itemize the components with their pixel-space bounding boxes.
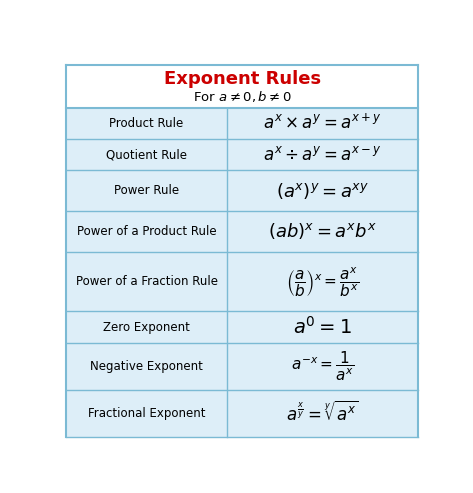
Text: Exponent Rules: Exponent Rules xyxy=(164,70,321,88)
Text: Fractional Exponent: Fractional Exponent xyxy=(88,407,205,420)
Text: $a^{\frac{x}{y}} = \sqrt[y]{a^{x}}$: $a^{\frac{x}{y}} = \sqrt[y]{a^{x}}$ xyxy=(286,401,359,425)
Text: Power Rule: Power Rule xyxy=(114,184,179,197)
Text: $a^{x} \div a^{y} = a^{x-y}$: $a^{x} \div a^{y} = a^{x-y}$ xyxy=(263,145,382,164)
FancyBboxPatch shape xyxy=(66,312,418,343)
Text: Quotient Rule: Quotient Rule xyxy=(106,148,187,161)
Text: $a^{x} \times a^{y} = a^{x+y}$: $a^{x} \times a^{y} = a^{x+y}$ xyxy=(263,114,382,133)
Text: For $a \neq 0, b \neq 0$: For $a \neq 0, b \neq 0$ xyxy=(193,89,292,105)
FancyBboxPatch shape xyxy=(66,211,418,252)
FancyBboxPatch shape xyxy=(66,139,418,171)
FancyBboxPatch shape xyxy=(66,65,418,107)
Text: $\left(ab\right)^{x} = a^{x}b^{x}$: $\left(ab\right)^{x} = a^{x}b^{x}$ xyxy=(268,221,377,242)
Text: $a^{0} = 1$: $a^{0} = 1$ xyxy=(293,316,352,338)
Text: Zero Exponent: Zero Exponent xyxy=(103,320,190,334)
Text: Power of a Product Rule: Power of a Product Rule xyxy=(77,225,216,238)
FancyBboxPatch shape xyxy=(66,343,418,390)
Text: $\left(\dfrac{a}{b}\right)^{x} = \dfrac{a^{x}}{b^{x}}$: $\left(\dfrac{a}{b}\right)^{x} = \dfrac{… xyxy=(286,265,359,299)
FancyBboxPatch shape xyxy=(66,107,418,139)
Text: Negative Exponent: Negative Exponent xyxy=(90,360,203,373)
FancyBboxPatch shape xyxy=(66,390,418,437)
FancyBboxPatch shape xyxy=(66,171,418,211)
Text: $a^{-x} = \dfrac{1}{a^{x}}$: $a^{-x} = \dfrac{1}{a^{x}}$ xyxy=(291,350,354,383)
Text: Power of a Fraction Rule: Power of a Fraction Rule xyxy=(76,275,218,288)
Text: $\left(a^{x}\right)^{y} = a^{xy}$: $\left(a^{x}\right)^{y} = a^{xy}$ xyxy=(276,181,369,201)
FancyBboxPatch shape xyxy=(66,252,418,312)
Text: Product Rule: Product Rule xyxy=(109,117,184,130)
